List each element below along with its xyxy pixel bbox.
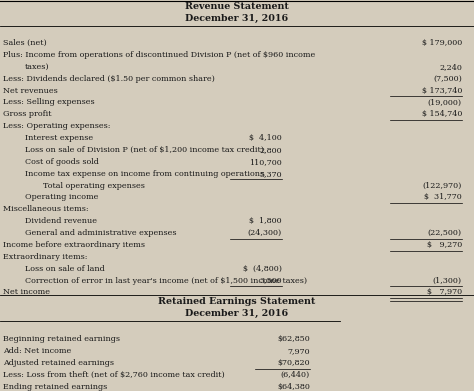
Text: $ 154,740: $ 154,740 [422,110,462,118]
Text: Less: Loss from theft (net of $2,760 income tax credit): Less: Loss from theft (net of $2,760 inc… [3,371,225,379]
Text: $  1,800: $ 1,800 [249,217,282,225]
Text: 5,370: 5,370 [259,170,282,178]
Text: $   7,970: $ 7,970 [427,289,462,296]
Text: 3,500: 3,500 [259,276,282,285]
Text: Loss on sale of land: Loss on sale of land [25,265,105,273]
Text: Net revenues: Net revenues [3,86,58,95]
Text: Dividend revenue: Dividend revenue [25,217,97,225]
Text: Revenue Statement: Revenue Statement [185,2,289,11]
Text: December 31, 2016: December 31, 2016 [185,14,289,23]
Text: (24,300): (24,300) [248,229,282,237]
Text: $  31,770: $ 31,770 [424,194,462,201]
Text: 110,700: 110,700 [249,158,282,166]
Text: 2,800: 2,800 [259,146,282,154]
Text: Cost of goods sold: Cost of goods sold [25,158,99,166]
Text: $62,850: $62,850 [277,335,310,343]
Text: Adjusted retained earnings: Adjusted retained earnings [3,359,114,367]
Text: Beginning retained earnings: Beginning retained earnings [3,335,120,343]
Text: $ 173,740: $ 173,740 [422,86,462,95]
Text: Less: Operating expenses:: Less: Operating expenses: [3,122,110,130]
Text: Miscellaneous items:: Miscellaneous items: [3,205,89,213]
Text: 7,970: 7,970 [287,347,310,355]
Text: $ 179,000: $ 179,000 [422,39,462,47]
Text: (6,440): (6,440) [281,371,310,379]
Text: Plus: Income from operations of discontinued Division P (net of $960 income: Plus: Income from operations of disconti… [3,51,315,59]
Text: Add: Net income: Add: Net income [3,347,71,355]
Text: Gross profit: Gross profit [3,110,52,118]
Text: $64,380: $64,380 [277,383,310,391]
Text: Ending retained earnings: Ending retained earnings [3,383,107,391]
Text: (122,970): (122,970) [423,181,462,190]
Text: Retained Earnings Statement: Retained Earnings Statement [158,297,316,306]
Text: Loss on sale of Division P (net of $1,200 income tax credit): Loss on sale of Division P (net of $1,20… [25,146,264,154]
Text: General and administrative expenses: General and administrative expenses [25,229,176,237]
Text: 2,240: 2,240 [439,63,462,71]
Text: Less: Selling expenses: Less: Selling expenses [3,99,95,106]
Text: Correction of error in last year's income (net of $1,500 income taxes): Correction of error in last year's incom… [25,276,307,285]
Text: Total operating expenses: Total operating expenses [43,181,145,190]
Text: $  (4,800): $ (4,800) [243,265,282,273]
Text: (22,500): (22,500) [428,229,462,237]
Text: Net income: Net income [3,289,50,296]
Text: December 31, 2016: December 31, 2016 [185,309,289,318]
Text: Income before extraordinary items: Income before extraordinary items [3,241,145,249]
Text: Operating income: Operating income [25,194,99,201]
Text: Interest expense: Interest expense [25,134,93,142]
Text: Less: Dividends declared ($1.50 per common share): Less: Dividends declared ($1.50 per comm… [3,75,215,83]
Text: Income tax expense on income from continuing operations: Income tax expense on income from contin… [25,170,264,178]
Text: Extraordinary items:: Extraordinary items: [3,253,88,261]
Text: (7,500): (7,500) [433,75,462,83]
Text: $   9,270: $ 9,270 [427,241,462,249]
Text: Sales (net): Sales (net) [3,39,47,47]
Text: (1,300): (1,300) [433,276,462,285]
Text: (19,000): (19,000) [428,99,462,106]
Text: taxes): taxes) [25,63,50,71]
Text: $  4,100: $ 4,100 [249,134,282,142]
Text: $70,820: $70,820 [277,359,310,367]
